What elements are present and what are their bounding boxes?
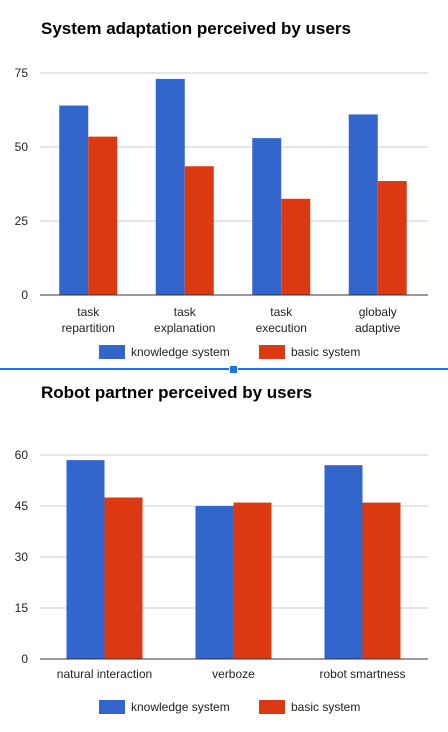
category-label: explanation — [154, 321, 215, 335]
bar-basic-3 — [377, 181, 407, 295]
category-label: execution — [256, 321, 307, 335]
divider-handle[interactable] — [229, 365, 238, 374]
y-tick-label: 60 — [15, 448, 29, 462]
y-tick-label: 50 — [15, 140, 29, 154]
category-label: verboze — [212, 667, 255, 681]
chart-title: System adaptation perceived by users — [41, 19, 351, 38]
y-tick-label: 45 — [15, 499, 29, 513]
bar-knowledge-1 — [195, 506, 234, 659]
category-label: task — [174, 305, 197, 319]
bar-basic-2 — [281, 198, 311, 295]
y-tick-label: 15 — [15, 601, 29, 615]
category-label: task — [270, 305, 293, 319]
bar-basic-0 — [88, 136, 118, 295]
y-tick-label: 75 — [15, 66, 29, 80]
bar-knowledge-0 — [66, 460, 105, 659]
chart-divider — [0, 368, 448, 370]
y-tick-label: 0 — [21, 652, 28, 666]
category-label: robot smartness — [319, 667, 405, 681]
chart-system-adaptation-svg: System adaptation perceived by users 0 25 5… — [15, 19, 428, 359]
y-tick-label: 0 — [21, 288, 28, 302]
bar-knowledge-1 — [155, 78, 185, 295]
legend-swatch — [99, 345, 125, 359]
category-label: adaptive — [355, 321, 401, 335]
chart-title: Robot partner perceived by users — [41, 383, 312, 402]
legend-swatch — [259, 700, 285, 714]
bar-knowledge-2 — [324, 465, 363, 659]
legend-label: basic system — [291, 345, 360, 359]
chart-robot-partner-svg: Robot partner perceived by users 0 15 30 45 6… — [15, 383, 428, 714]
bar-knowledge-2 — [252, 138, 282, 295]
legend-swatch — [259, 345, 285, 359]
category-label: natural interaction — [57, 667, 152, 681]
bar-knowledge-3 — [348, 114, 378, 295]
bar-knowledge-0 — [59, 105, 89, 295]
legend-swatch — [99, 700, 125, 714]
legend-label: basic system — [291, 700, 360, 714]
category-label: globaly — [359, 305, 397, 319]
bar-basic-1 — [233, 502, 272, 659]
bar-basic-0 — [104, 497, 143, 659]
y-tick-label: 25 — [15, 214, 29, 228]
category-label: repartition — [62, 321, 115, 335]
y-tick-label: 30 — [15, 550, 29, 564]
chart-robot-partner: Robot partner perceived by users 0 15 30 45 6… — [0, 372, 448, 732]
bar-basic-1 — [184, 166, 214, 295]
chart-system-adaptation: System adaptation perceived by users 0 25 5… — [15, 19, 428, 359]
legend-label: knowledge system — [131, 700, 230, 714]
legend-label: knowledge system — [131, 345, 230, 359]
category-label: task — [77, 305, 100, 319]
bar-basic-2 — [362, 502, 401, 659]
